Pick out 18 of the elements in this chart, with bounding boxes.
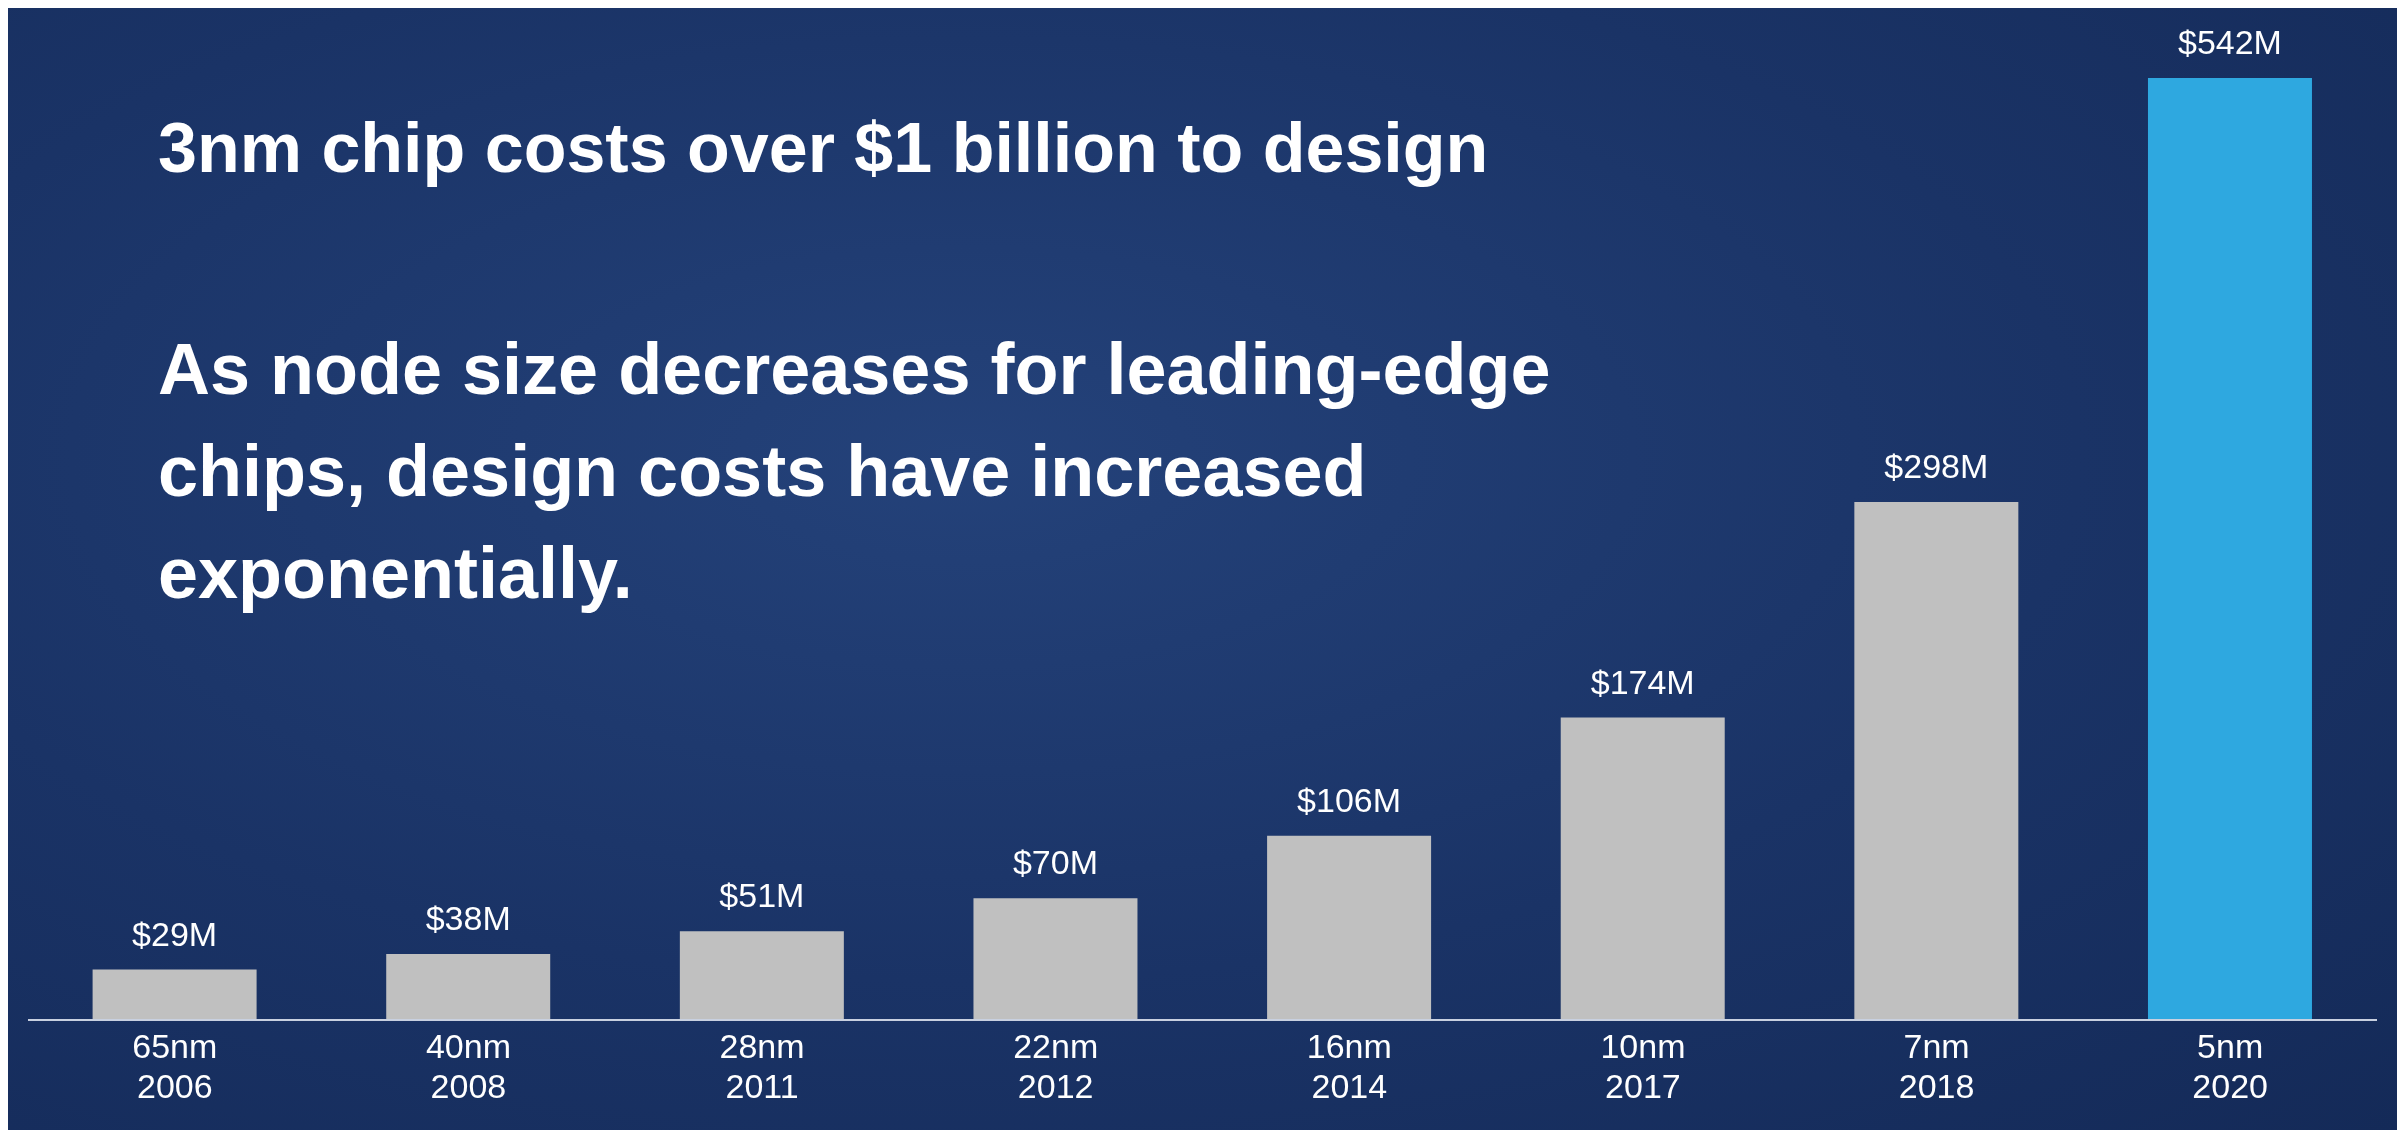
x-tick-label: 40nm 2008 <box>425 1027 511 1105</box>
x-tick-label: 22nm 2012 <box>1013 1027 1099 1105</box>
x-tick-label: 10nm 2017 <box>1600 1027 1686 1105</box>
data-label: $106M <box>1297 780 1402 819</box>
data-label: $38M <box>425 898 511 937</box>
data-label: $70M <box>1012 843 1098 882</box>
x-tick-label: 28nm 2011 <box>719 1027 805 1105</box>
data-label: $51M <box>719 876 805 915</box>
x-tick-label: 16nm 2014 <box>1306 1027 1392 1105</box>
data-label: $542M <box>2177 23 2282 61</box>
data-label: $29M <box>132 914 218 953</box>
x-tick-label: 7nm 2018 <box>1898 1027 1975 1105</box>
text: As node size decreases for leading-edge chips, design costs have increased exponentially. <box>158 328 1552 615</box>
x-tick-label: 65nm 2006 <box>132 1027 218 1105</box>
data-label: $174M <box>1590 662 1695 701</box>
x-tick-label: 5nm 2020 <box>2192 1027 2269 1105</box>
data-label: $298M <box>1884 447 1989 486</box>
chart-title: 3nm chip costs over $1 billion to design <box>158 108 1489 188</box>
